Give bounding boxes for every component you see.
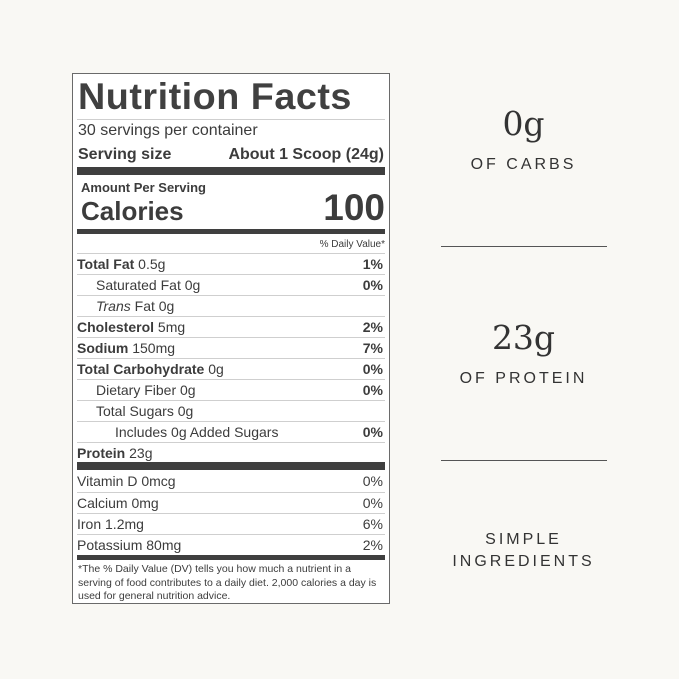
- divider: [441, 460, 607, 461]
- vitamin-name: Vitamin D 0mcg: [77, 473, 176, 489]
- nutrient-dv: 1%: [362, 256, 383, 272]
- nutrient-row-total-sugars: Total Sugars 0g: [77, 400, 385, 421]
- vitamin-row: Vitamin D 0mcg 0%: [77, 471, 385, 492]
- nutrient-row-protein: Protein 23g: [77, 442, 385, 463]
- nutrient-name: Total Sugars 0g: [96, 403, 194, 419]
- nutrient-row-saturated-fat: Saturated Fat 0g 0%: [77, 274, 385, 295]
- nutrient-name: Protein: [77, 445, 126, 461]
- divider: [77, 119, 385, 120]
- vitamin-dv: 0%: [362, 495, 383, 511]
- vitamin-dv: 0%: [362, 473, 383, 489]
- vitamin-row: Calcium 0mg 0%: [77, 492, 385, 513]
- servings-per-container: 30 servings per container: [78, 122, 258, 139]
- protein-value: 23g: [491, 318, 556, 357]
- carbs-caption: OF CARBS: [470, 156, 577, 173]
- calories-value: 100: [323, 187, 385, 228]
- nutrient-row-total-fat: Total Fat 0.5g 1%: [77, 253, 385, 274]
- label-title: Nutrition Facts: [78, 76, 352, 117]
- medium-bar: [77, 229, 385, 234]
- nutrient-name: Sodium: [77, 340, 129, 356]
- nutrient-dv: 2%: [362, 319, 383, 335]
- nutrient-name: Saturated Fat 0g: [96, 277, 201, 293]
- nutrient-dv: 0%: [362, 361, 383, 377]
- serving-size-label: Serving size: [78, 146, 172, 163]
- ingredients-caption-line1: SIMPLE: [485, 531, 562, 548]
- nutrient-amount: Fat 0g: [130, 298, 175, 314]
- calories-label: Calories: [81, 196, 184, 226]
- nutrient-name: Includes 0g Added Sugars: [115, 424, 279, 440]
- vitamin-row: Iron 1.2mg 6%: [77, 513, 385, 534]
- vitamin-dv: 6%: [362, 516, 383, 532]
- nutrient-name: Total Carbohydrate: [77, 361, 205, 377]
- nutrient-dv: 7%: [362, 340, 383, 356]
- daily-value-header: % Daily Value*: [319, 239, 385, 250]
- nutrient-dv: 0%: [362, 277, 383, 293]
- nutrient-dv: 0%: [362, 382, 383, 398]
- nutrient-name: Cholesterol: [77, 319, 155, 335]
- vitamin-name: Iron 1.2mg: [77, 516, 144, 532]
- vitamin-row: Potassium 80mg 2%: [77, 534, 385, 555]
- nutrient-amount: 23g: [125, 445, 153, 461]
- nutrient-row-trans-fat: Trans Fat 0g: [77, 295, 385, 316]
- vitamin-name: Potassium 80mg: [77, 537, 182, 553]
- nutrient-amount: 150mg: [128, 340, 176, 356]
- nutrient-row-sodium: Sodium 150mg 7%: [77, 337, 385, 358]
- vitamin-dv: 2%: [362, 537, 383, 553]
- nutrient-row-cholesterol: Cholesterol 5mg 2%: [77, 316, 385, 337]
- nutrient-amount: 0g: [204, 361, 224, 377]
- nutrient-name: Total Fat: [77, 256, 135, 272]
- thick-bar: [77, 167, 385, 175]
- divider: [441, 246, 607, 247]
- nutrient-row-added-sugars: Includes 0g Added Sugars 0%: [77, 421, 385, 442]
- protein-caption: OF PROTEIN: [459, 370, 588, 387]
- nutrient-dv: 0%: [362, 424, 383, 440]
- footnote: *The % Daily Value (DV) tells you how mu…: [78, 563, 377, 602]
- nutrient-amount: 0.5g: [134, 256, 166, 272]
- nutrient-row-dietary-fiber: Dietary Fiber 0g 0%: [77, 379, 385, 400]
- vitamin-name: Calcium 0mg: [77, 495, 159, 511]
- carbs-value: 0g: [502, 104, 545, 143]
- nutrition-facts-label: Nutrition Facts 30 servings per containe…: [72, 73, 390, 604]
- nutrient-amount: 5mg: [154, 319, 186, 335]
- thick-bar: [77, 462, 385, 470]
- ingredients-caption-line2: INGREDIENTS: [452, 553, 595, 570]
- amount-per-serving: Amount Per Serving: [81, 180, 206, 195]
- medium-bar: [77, 555, 385, 560]
- nutrient-name: Trans: [96, 298, 131, 314]
- nutrient-row-total-carbohydrate: Total Carbohydrate 0g 0%: [77, 358, 385, 379]
- nutrient-name: Dietary Fiber 0g: [96, 382, 196, 398]
- serving-size-value: About 1 Scoop (24g): [228, 146, 384, 163]
